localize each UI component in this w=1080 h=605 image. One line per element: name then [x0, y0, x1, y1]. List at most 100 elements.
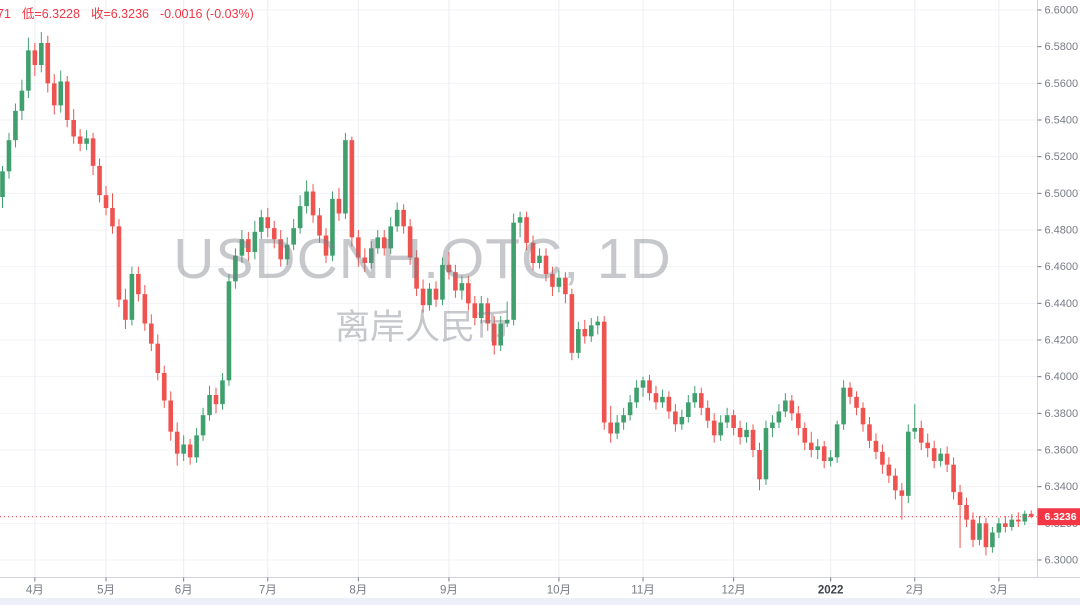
candle	[259, 209, 264, 240]
candle-body	[686, 402, 691, 417]
candle-body	[388, 226, 393, 249]
candle	[278, 230, 284, 267]
candle	[951, 457, 956, 500]
candle	[356, 230, 361, 267]
candle-body	[453, 272, 458, 291]
price-label: 6.3000	[1045, 555, 1079, 567]
price-axis[interactable]: 6.6000 6.5800 6.5600 6.5400 6.5200 6.5000 6.48…	[1037, 0, 1079, 578]
candle	[582, 319, 588, 344]
candle	[77, 129, 83, 152]
candle	[556, 270, 562, 293]
candle	[750, 424, 756, 458]
candle	[808, 431, 814, 458]
candle	[569, 288, 575, 361]
candle	[783, 393, 788, 417]
time-axis[interactable]: 4月 5月 6月 7月 8月 9月 10月 11月 12月 2022 2月 3月	[0, 577, 1080, 597]
candle-body	[161, 373, 167, 401]
candle-body	[77, 136, 83, 144]
candle-body	[601, 321, 607, 423]
candle-body	[155, 343, 161, 373]
candle	[39, 32, 44, 73]
candle-body	[925, 442, 931, 449]
price-label: 6.6000	[1045, 5, 1079, 17]
candle	[640, 376, 646, 397]
candle-body	[944, 453, 950, 465]
candle-body	[977, 523, 982, 540]
candle	[692, 385, 698, 408]
candle	[381, 230, 387, 256]
candle	[854, 391, 859, 416]
candle	[174, 422, 180, 466]
candle	[873, 433, 879, 460]
candle-body	[964, 505, 969, 520]
candle-body	[867, 424, 872, 441]
candle-body	[459, 283, 465, 291]
candle-body	[828, 457, 833, 461]
candle-body	[310, 191, 316, 216]
candle	[194, 428, 199, 463]
candle	[103, 186, 109, 216]
candle	[601, 316, 607, 430]
candle-body	[103, 195, 109, 208]
candle	[90, 132, 96, 175]
price-label: 6.5200	[1045, 151, 1079, 163]
candle-body	[1022, 513, 1028, 522]
candle-body	[757, 450, 762, 480]
last-price-tag-label: 6.3236	[1045, 511, 1077, 523]
candle-body	[770, 422, 775, 428]
candle-body	[278, 239, 284, 260]
candle	[627, 395, 633, 421]
candle	[284, 237, 290, 265]
candle-body	[821, 446, 827, 461]
candle	[705, 400, 711, 428]
candle	[116, 219, 122, 307]
candle	[504, 301, 510, 328]
candle-body	[653, 393, 659, 403]
candle-body	[550, 274, 555, 287]
candle	[524, 211, 529, 251]
candle	[543, 248, 549, 282]
candle-body	[26, 50, 31, 91]
candle-body	[440, 264, 445, 300]
candle-body	[996, 523, 1002, 533]
candle	[737, 420, 743, 445]
price-label: 6.3600	[1045, 445, 1079, 457]
candle-body	[51, 83, 57, 106]
candle	[291, 219, 296, 251]
candle-body	[259, 217, 264, 232]
candle-body	[860, 407, 866, 425]
last-price-tag: 6.3236	[1037, 508, 1080, 526]
price-label: 6.5800	[1045, 41, 1079, 53]
candle-body	[420, 288, 426, 306]
time-label: 8月	[349, 585, 367, 597]
candle-body	[129, 274, 135, 320]
candle	[129, 266, 135, 326]
candle	[168, 391, 174, 441]
candle-body	[116, 226, 122, 300]
candle	[51, 74, 57, 115]
candle	[252, 220, 258, 260]
candle-body	[472, 303, 478, 318]
candle-body	[912, 428, 918, 432]
candle-body	[886, 464, 892, 476]
candle	[213, 387, 219, 414]
time-label: 5月	[97, 585, 115, 597]
candle	[776, 404, 782, 428]
candle-body	[207, 395, 212, 416]
candle	[886, 457, 892, 483]
candle-body	[200, 415, 206, 436]
candle-body	[233, 255, 238, 282]
candle-body	[136, 274, 141, 295]
candle	[19, 79, 25, 120]
candle	[71, 109, 76, 144]
candle	[304, 180, 309, 214]
candle	[32, 43, 38, 76]
candle	[271, 220, 277, 249]
last-price-tag-bg	[1037, 508, 1080, 526]
candle	[136, 266, 141, 302]
candle	[13, 103, 18, 148]
candle	[330, 191, 335, 262]
candle	[58, 70, 64, 113]
candle-body	[854, 396, 859, 408]
